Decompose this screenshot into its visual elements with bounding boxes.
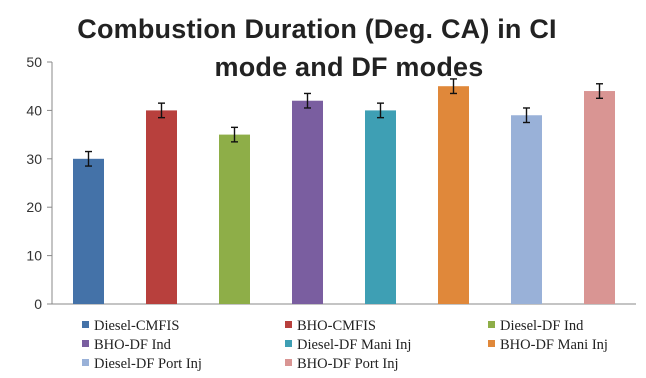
legend-swatch [82,321,89,328]
legend-swatch [285,321,292,328]
chart-title-line-1: Combustion Duration (Deg. CA) in CI [77,14,557,44]
bar [73,158,104,304]
y-tick-label: 40 [26,102,42,118]
bar [292,100,323,304]
legend-swatch [488,321,495,328]
y-tick-label: 0 [34,296,42,312]
legend-label: Diesel-DF Mani Inj [297,337,411,353]
legend-label: BHO-CMFIS [297,318,376,334]
y-tick-label: 10 [26,248,42,264]
bar [438,86,469,304]
y-tick-label: 50 [26,54,42,70]
axes: 0 10 20 30 40 50 [26,54,636,312]
bar [584,91,615,304]
chart-title-line-2: mode and DF modes [214,52,484,82]
legend-swatch [285,340,292,347]
y-tick-label: 30 [26,151,42,167]
legend-swatch [82,340,89,347]
legend-swatch [82,359,89,366]
legend-swatch [488,340,495,347]
legend-label: Diesel-DF Ind [500,318,584,334]
bar [219,134,250,304]
bar [365,110,396,305]
bar [511,115,542,305]
legend: Diesel-CMFIS BHO-CMFIS Diesel-DF Ind BHO-DF… [82,318,608,372]
legend-label: BHO-DF Ind [94,337,172,353]
bar [146,110,177,305]
legend-label: Diesel-CMFIS [94,318,179,334]
legend-label: Diesel-DF Port Inj [94,356,202,372]
bars [73,78,615,305]
legend-label: BHO-DF Port Inj [297,356,399,372]
y-tick-label: 20 [26,199,42,215]
legend-swatch [285,359,292,366]
legend-label: BHO-DF Mani Inj [500,337,608,353]
